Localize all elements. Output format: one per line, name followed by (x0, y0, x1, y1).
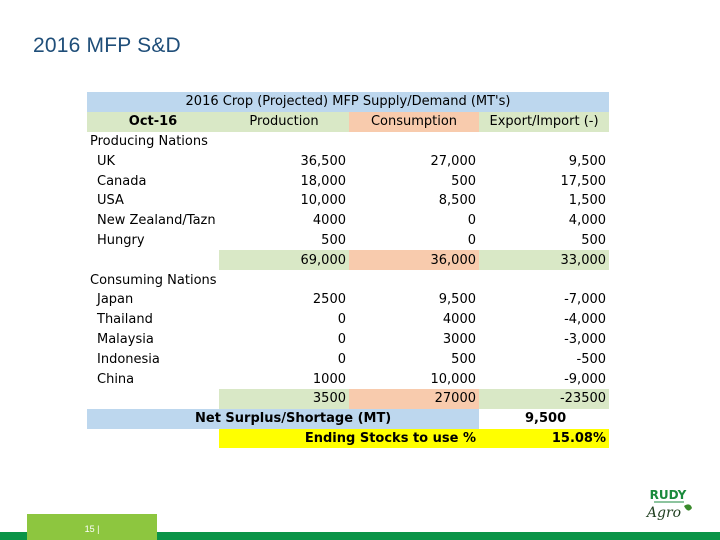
table-row: China 1000 10,000 -9,000 (87, 369, 609, 389)
leaf-icon (684, 504, 692, 511)
rudy-agro-logo: RUDY Agro (645, 488, 692, 521)
consumption-value: 0 (467, 232, 476, 248)
consuming-total-export: -23500 (479, 388, 610, 409)
consumption-value: 10,000 (430, 371, 477, 387)
consumption-value: 500 (451, 351, 476, 367)
producing-total-row: 69,000 36,000 33,000 (87, 250, 610, 271)
country-name: China (97, 371, 135, 387)
net-surplus-row: Net Surplus/Shortage (MT) 9,500 (87, 408, 609, 429)
consumption-value: 500 (451, 173, 476, 189)
producing-nations-label: Producing Nations (90, 133, 208, 149)
export-value: 500 (581, 232, 607, 248)
country-name: Hungry (97, 232, 145, 248)
country-name: Canada (97, 173, 147, 189)
table-row: Japan 2500 9,500 -7,000 (87, 290, 609, 310)
consumption-value: 27,000 (430, 153, 477, 169)
logo-brand-text: RUDY (650, 488, 687, 502)
table-title: 2016 Crop (Projected) MFP Supply/Demand … (87, 92, 610, 112)
country-name: Japan (97, 292, 134, 308)
country-name: Malaysia (97, 331, 154, 347)
country-name: Thailand (97, 312, 153, 328)
consuming-nations-label: Consuming Nations (90, 272, 217, 288)
export-header: Export/Import (-) (479, 111, 610, 132)
empty-cell (87, 250, 219, 270)
consumption-value: 4000 (442, 312, 476, 328)
country-name: Indonesia (97, 351, 160, 367)
consumption-header: Consumption (349, 111, 479, 132)
page-number-box: 15 | (27, 514, 157, 540)
consuming-total-production: 3500 (219, 388, 349, 409)
producing-total-export: 33,000 (479, 250, 610, 271)
export-value: 17,500 (560, 173, 607, 189)
net-surplus-value: 9,500 (525, 411, 567, 427)
logo-sub-text: Agro (645, 505, 681, 521)
production-value: 500 (321, 232, 346, 248)
export-value: -500 (576, 351, 607, 367)
table-row: Hungry 500 0 500 (87, 231, 609, 251)
consumption-value: 0 (467, 213, 476, 229)
consumption-value: 8,500 (438, 193, 476, 209)
table-row: Thailand 0 4000 -4,000 (87, 310, 609, 330)
table-row: Malaysia 0 3000 -3,000 (87, 330, 609, 350)
empty-cell (87, 389, 219, 409)
ending-stocks-row: Ending Stocks to use % 15.08% (87, 428, 610, 449)
ending-stocks-value: 15.08% (479, 428, 610, 449)
empty-cell (87, 429, 219, 449)
production-value: 1000 (312, 371, 346, 387)
slide-title: 2016 MFP S&D (33, 34, 181, 57)
producing-total-production: 69,000 (219, 250, 349, 271)
consumption-value: 9,500 (438, 292, 476, 308)
table-row: New Zealand/Tazn 4000 0 4,000 (87, 211, 609, 231)
production-value: 0 (337, 312, 346, 328)
consumption-value: 3000 (442, 331, 476, 347)
header-row: Oct-16 Production Consumption Export/Imp… (87, 111, 610, 132)
export-value: -7,000 (564, 292, 607, 308)
country-name: USA (97, 193, 124, 209)
footer-bar (0, 532, 720, 540)
export-value: -4,000 (564, 312, 607, 328)
table-row: UK 36,500 27,000 9,500 (87, 151, 609, 171)
country-name: UK (97, 153, 116, 169)
export-value: 4,000 (568, 213, 607, 229)
supply-demand-table: 2016 Crop (Projected) MFP Supply/Demand … (87, 92, 610, 449)
production-value: 4000 (312, 213, 346, 229)
consuming-label-row: Consuming Nations (87, 270, 609, 290)
table-row: Indonesia 0 500 -500 (87, 349, 609, 369)
consuming-total-consumption: 27000 (349, 388, 479, 409)
export-value: -3,000 (564, 331, 607, 347)
table-row: USA 10,000 8,500 1,500 (87, 191, 609, 211)
producing-label-row: Producing Nations (87, 132, 609, 152)
ending-stocks-label: Ending Stocks to use % (219, 428, 479, 449)
production-header: Production (219, 111, 349, 132)
production-value: 0 (337, 351, 346, 367)
table-title-row: 2016 Crop (Projected) MFP Supply/Demand … (87, 92, 610, 112)
production-value: 10,000 (300, 193, 347, 209)
production-value: 2500 (312, 292, 346, 308)
production-value: 36,500 (300, 153, 347, 169)
production-value: 0 (337, 331, 346, 347)
producing-total-consumption: 36,000 (349, 250, 479, 271)
production-value: 18,000 (300, 173, 347, 189)
consuming-total-row: 3500 27000 -23500 (87, 388, 610, 409)
net-surplus-label: Net Surplus/Shortage (MT) (87, 408, 479, 429)
country-name: New Zealand/Tazn (97, 213, 216, 229)
table-row: Canada 18,000 500 17,500 (87, 171, 609, 191)
export-value: -9,000 (564, 371, 607, 387)
date-header: Oct-16 (87, 111, 219, 132)
export-value: 1,500 (568, 193, 607, 209)
page-number: 15 | (84, 524, 100, 534)
export-value: 9,500 (568, 153, 607, 169)
